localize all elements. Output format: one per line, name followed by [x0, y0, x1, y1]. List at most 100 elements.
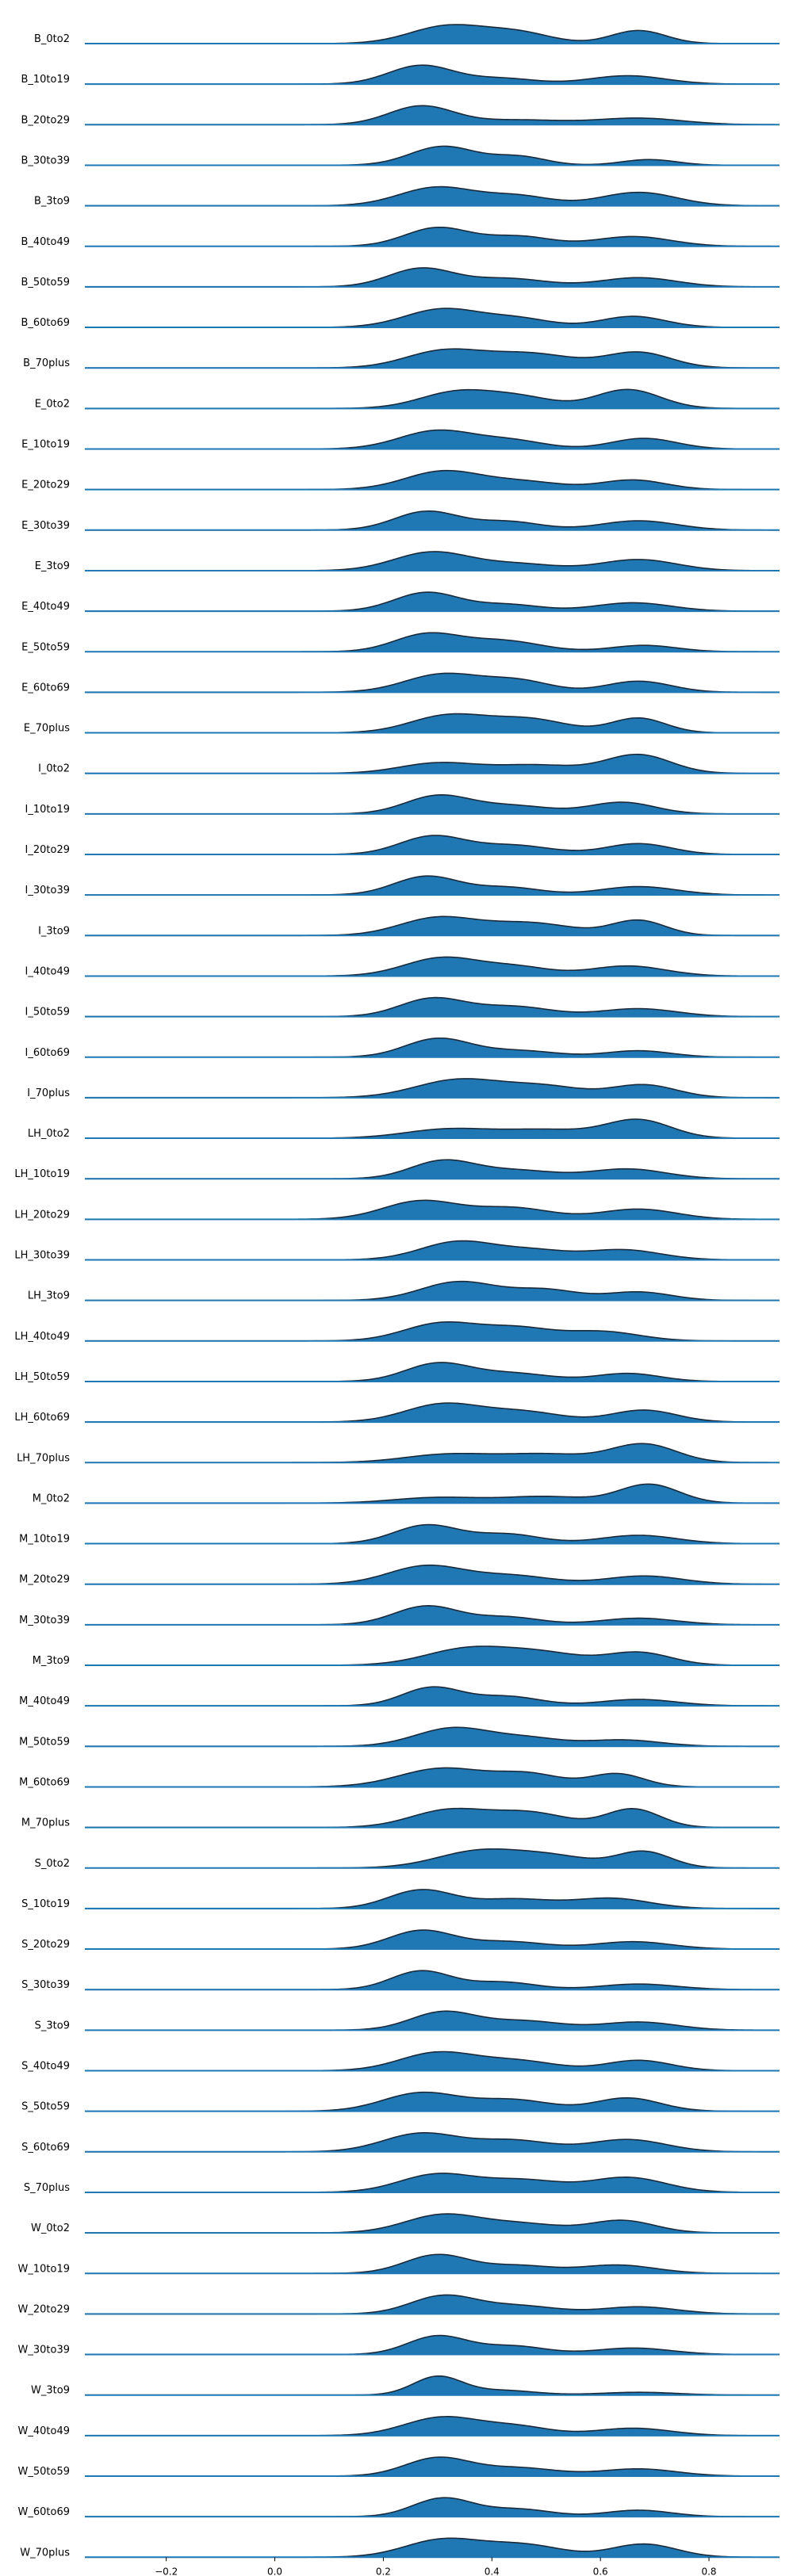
ridge-row: M_20to29: [19, 1564, 780, 1586]
row-label: S_40to49: [21, 2061, 70, 2073]
density-area: [85, 430, 780, 449]
row-label: W_50to59: [18, 2466, 71, 2478]
ridge-row: I_20to29: [25, 835, 780, 856]
row-label: E_60to69: [21, 682, 70, 694]
density-area: [85, 2416, 780, 2436]
density-area: [85, 633, 780, 652]
row-label: I_10to19: [25, 804, 70, 816]
density-area: [85, 105, 780, 125]
x-tick-label: −0.2: [155, 2566, 178, 2576]
density-area: [85, 1808, 780, 1828]
ridge-row: I_70plus: [27, 1078, 780, 1099]
density-area: [85, 2254, 780, 2274]
ridge-row: LH_20to29: [14, 1199, 780, 1221]
x-tick-label: 0.8: [701, 2566, 716, 2576]
density-area: [85, 2051, 780, 2071]
density-area: [85, 916, 780, 936]
ridge-row: LH_70plus: [17, 1443, 780, 1464]
row-label: B_50to59: [21, 277, 70, 289]
ridge-row: E_20to29: [21, 469, 780, 491]
ridge-row: S_70plus: [24, 2173, 780, 2194]
density-area: [85, 1848, 780, 1868]
ridge-row: B_40to49: [21, 226, 780, 248]
row-label: LH_0to2: [28, 1128, 70, 1140]
density-area: [85, 551, 780, 571]
ridge-row: LH_60to69: [14, 1402, 780, 1424]
row-label: W_40to49: [18, 2425, 71, 2437]
ridge-row: I_3to9: [38, 915, 780, 937]
ridge-row: E_60to69: [21, 672, 780, 694]
x-tick-label: 0.4: [485, 2566, 500, 2576]
density-area: [85, 673, 780, 693]
ridge-row: W_70plus: [20, 2537, 780, 2559]
ridge-row: W_50to59: [18, 2456, 780, 2478]
density-area: [85, 2011, 780, 2031]
row-label: LH_20to29: [14, 1209, 70, 1221]
x-tick-label: 0.6: [593, 2566, 608, 2576]
row-label: LH_40to49: [14, 1331, 70, 1343]
row-label: B_30to39: [21, 155, 70, 166]
row-label: M_50to59: [19, 1736, 70, 1748]
x-tick-label: 0.2: [376, 2566, 391, 2576]
ridge-row: M_0to2: [33, 1483, 780, 1504]
density-area: [85, 1484, 780, 1504]
row-label: S_60to69: [21, 2142, 70, 2154]
row-label: S_3to9: [35, 2020, 70, 2031]
ridge-row: E_70plus: [24, 713, 780, 735]
row-label: B_10to19: [21, 74, 70, 86]
ridge-row: I_60to69: [25, 1037, 780, 1059]
density-area: [85, 349, 780, 369]
density-area: [85, 1930, 780, 1950]
ridge-row: S_3to9: [35, 2010, 780, 2031]
row-label: I_60to69: [25, 1047, 70, 1059]
ridge-row: B_30to39: [21, 145, 780, 166]
row-label: M_0to2: [33, 1492, 70, 1504]
row-label: E_10to19: [21, 439, 70, 451]
row-label: M_3to9: [33, 1655, 70, 1667]
density-area: [85, 1605, 780, 1625]
ridge-row: S_30to39: [21, 1970, 780, 1991]
density-area: [85, 1687, 780, 1707]
ridge-row: LH_3to9: [28, 1280, 780, 1302]
ridge-row: B_60to69: [21, 308, 780, 329]
density-area: [85, 1646, 780, 1665]
row-label: I_40to49: [25, 965, 70, 977]
row-label: E_50to59: [21, 641, 70, 653]
ridge-row: B_70plus: [23, 348, 780, 369]
ridge-row: E_40to49: [21, 591, 780, 613]
row-label: W_20to29: [18, 2303, 71, 2315]
row-label: W_3to9: [31, 2385, 70, 2397]
density-area: [85, 876, 780, 896]
density-area: [85, 1119, 780, 1139]
density-area: [85, 1403, 780, 1423]
ridge-row: S_0to2: [35, 1848, 780, 1870]
ridge-row: W_60to69: [18, 2497, 780, 2518]
density-area: [85, 470, 780, 490]
row-label: W_30to39: [18, 2345, 71, 2356]
row-label: S_0to2: [35, 1858, 70, 1870]
row-label: B_60to69: [21, 317, 70, 329]
density-area: [85, 2092, 780, 2112]
density-area: [85, 1321, 780, 1341]
ridge-row: E_30to39: [21, 510, 780, 532]
row-label: W_0to2: [31, 2222, 70, 2234]
ridge-row: I_30to39: [25, 875, 780, 896]
row-label: LH_3to9: [28, 1290, 70, 1302]
row-label: I_20to29: [25, 844, 70, 856]
ridge-row: I_40to49: [25, 956, 780, 977]
ridge-row: M_30to39: [19, 1605, 780, 1626]
density-area: [85, 2457, 780, 2476]
density-area: [85, 510, 780, 530]
ridge-row: B_10to19: [21, 64, 780, 86]
density-area: [85, 1727, 780, 1747]
density-area: [85, 1200, 780, 1220]
ridge-row: S_10to19: [21, 1889, 780, 1910]
row-label: I_0to2: [38, 763, 70, 775]
row-label: LH_70plus: [17, 1452, 70, 1464]
row-label: S_70plus: [24, 2182, 70, 2194]
row-label: M_10to19: [19, 1534, 70, 1546]
ridge-row: W_10to19: [18, 2253, 780, 2275]
density-area: [85, 1160, 780, 1179]
row-label: LH_50to59: [14, 1371, 70, 1383]
x-axis: −0.2 0.0 0.2 0.4 0.6 0.8: [155, 2557, 717, 2576]
